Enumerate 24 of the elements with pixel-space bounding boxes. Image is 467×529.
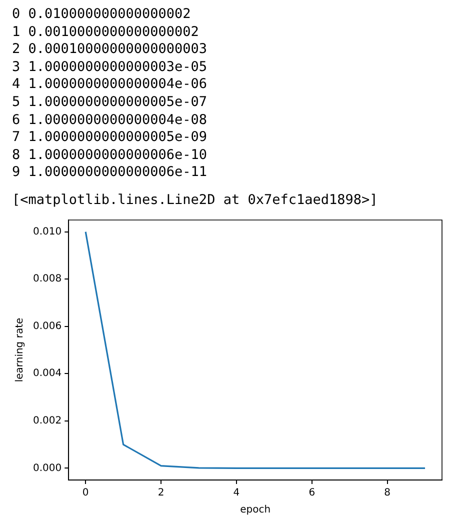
text: 6 1.0000000000000004e-08	[12, 112, 208, 130]
y-tick-label: 0.002	[32, 415, 62, 426]
text: 4 1.0000000000000004e-06	[12, 76, 208, 94]
x-tick-label: 2	[158, 487, 164, 498]
x-tick-label: 6	[308, 487, 316, 498]
text: 3 1.0000000000000003e-05	[12, 58, 208, 76]
text: [<matplotlib.lines.Line2D at 0x7efc1aed1898>]	[12, 192, 379, 210]
x-tick-label: 8	[384, 487, 390, 498]
text: 9 1.0000000000000006e-11	[12, 164, 208, 182]
y-tick-label: 0.010	[32, 226, 62, 237]
y-tick-label: 0.004	[32, 368, 62, 379]
x-tick-label: 0	[82, 487, 89, 498]
text: 1 0.0010000000000000002	[12, 24, 200, 42]
y-tick-label: 0.006	[32, 320, 62, 332]
x-axis-title: epoch	[240, 504, 271, 516]
text: 5 1.0000000000000005e-07	[12, 94, 208, 112]
text: 7 1.0000000000000005e-09	[12, 129, 208, 147]
text: 2 0.00010000000000000003	[12, 41, 208, 59]
text: 8 1.0000000000000006e-10	[12, 146, 208, 164]
y-axis-title: learning rate	[14, 317, 26, 382]
y-tick-label: 0.008	[32, 273, 62, 284]
x-tick-label: 4	[233, 487, 240, 498]
text: 0 0.010000000000000002	[12, 6, 192, 24]
y-tick-label: 0.000	[32, 462, 62, 474]
